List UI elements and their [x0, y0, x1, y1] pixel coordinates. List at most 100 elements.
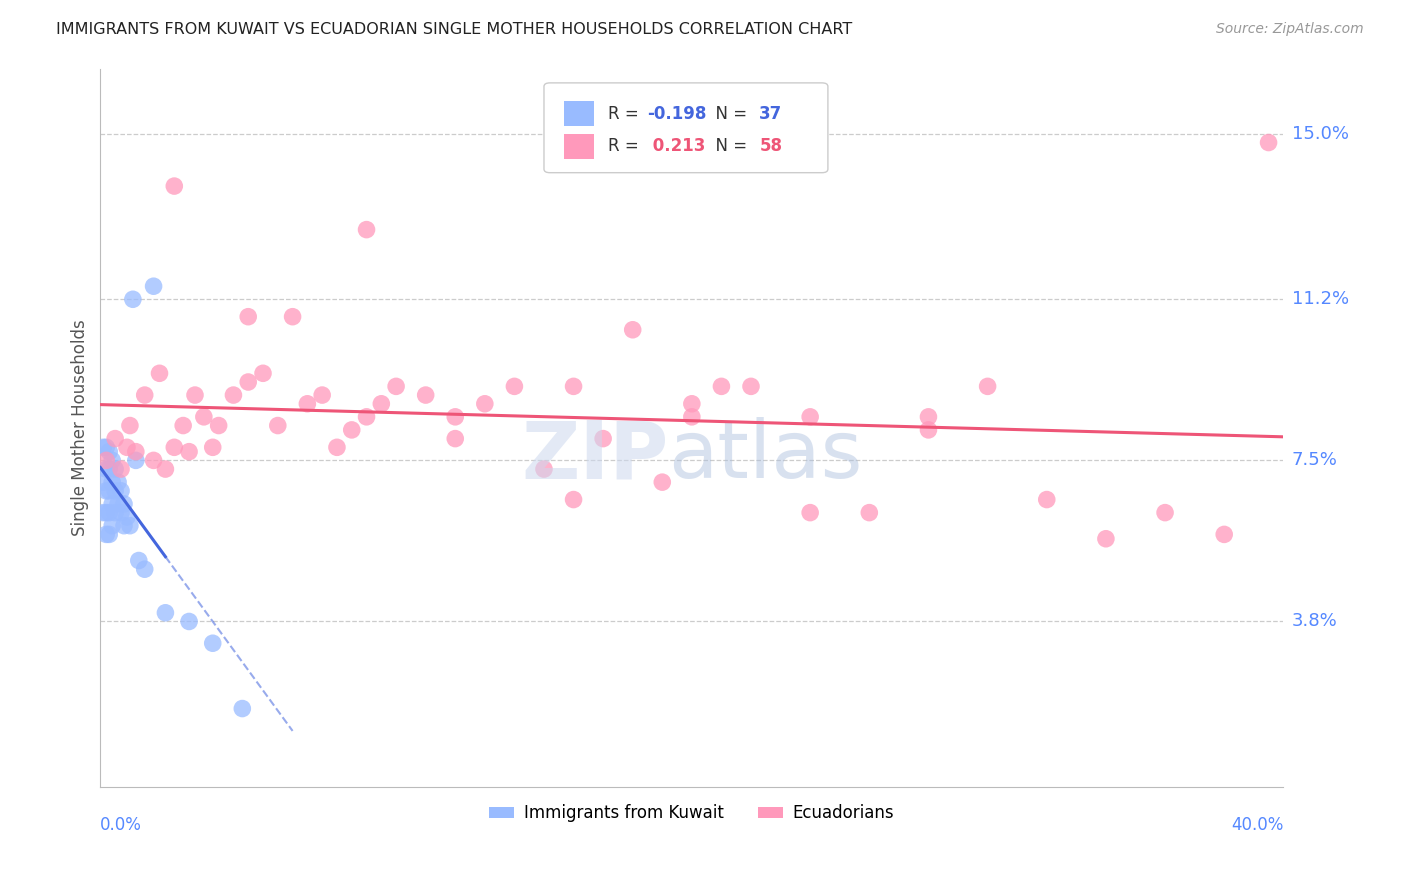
Text: 58: 58	[759, 137, 782, 155]
Point	[148, 366, 170, 380]
Text: 11.2%: 11.2%	[1292, 290, 1348, 309]
Point	[112, 497, 135, 511]
Point	[231, 701, 253, 715]
Point	[142, 279, 165, 293]
Point	[740, 379, 762, 393]
Point	[917, 409, 939, 424]
Point	[101, 497, 124, 511]
Point	[91, 475, 114, 490]
Point	[125, 453, 148, 467]
Point	[356, 409, 378, 424]
Point	[96, 527, 118, 541]
Point	[474, 397, 496, 411]
Point	[184, 388, 207, 402]
Point	[110, 483, 132, 498]
Point	[128, 553, 150, 567]
Point	[163, 179, 186, 194]
Point	[98, 527, 121, 541]
Point	[503, 379, 526, 393]
Point	[533, 462, 555, 476]
Text: atlas: atlas	[668, 417, 862, 495]
Point	[134, 388, 156, 402]
Point	[98, 444, 121, 458]
Point	[107, 497, 129, 511]
Point	[326, 440, 349, 454]
Point	[681, 397, 703, 411]
Text: N =: N =	[704, 104, 752, 123]
Point	[96, 440, 118, 454]
Point	[115, 440, 138, 454]
Point	[134, 562, 156, 576]
Point	[163, 440, 186, 454]
Point	[562, 379, 585, 393]
Point	[238, 375, 260, 389]
Point	[1257, 136, 1279, 150]
Point	[281, 310, 304, 324]
Point	[621, 323, 644, 337]
Point	[177, 615, 200, 629]
Point	[98, 506, 121, 520]
Point	[201, 440, 224, 454]
Point	[201, 636, 224, 650]
Point	[1154, 506, 1177, 520]
Point	[142, 453, 165, 467]
Y-axis label: Single Mother Households: Single Mother Households	[72, 319, 89, 536]
Legend: Immigrants from Kuwait, Ecuadorians: Immigrants from Kuwait, Ecuadorians	[482, 797, 901, 829]
Point	[118, 518, 141, 533]
Point	[107, 475, 129, 490]
Point	[238, 310, 260, 324]
Point	[155, 462, 177, 476]
Point	[858, 506, 880, 520]
Point	[91, 506, 114, 520]
Point	[110, 462, 132, 476]
Bar	[564, 101, 593, 127]
Point	[104, 506, 127, 520]
Point	[96, 506, 118, 520]
Text: N =: N =	[704, 137, 752, 155]
Point	[118, 418, 141, 433]
Point	[311, 388, 333, 402]
Text: 37: 37	[759, 104, 783, 123]
Point	[125, 444, 148, 458]
Text: Source: ZipAtlas.com: Source: ZipAtlas.com	[1216, 22, 1364, 37]
Point	[155, 606, 177, 620]
Point	[267, 418, 290, 433]
Point	[444, 432, 467, 446]
Point	[101, 453, 124, 467]
Point	[96, 483, 118, 498]
Point	[444, 409, 467, 424]
Point	[122, 293, 145, 307]
Point	[96, 462, 118, 476]
FancyBboxPatch shape	[544, 83, 828, 173]
Text: -0.198: -0.198	[647, 104, 706, 123]
Point	[104, 462, 127, 476]
Text: 3.8%: 3.8%	[1292, 613, 1337, 631]
Point	[91, 440, 114, 454]
Text: 15.0%: 15.0%	[1292, 125, 1348, 143]
Point	[340, 423, 363, 437]
Point	[112, 518, 135, 533]
Point	[651, 475, 673, 490]
Point	[110, 506, 132, 520]
Text: 7.5%: 7.5%	[1292, 451, 1337, 469]
Point	[592, 432, 614, 446]
Point	[104, 483, 127, 498]
Text: R =: R =	[607, 104, 644, 123]
Point	[96, 453, 118, 467]
Text: 0.0%: 0.0%	[100, 815, 142, 834]
Point	[799, 506, 821, 520]
Point	[681, 409, 703, 424]
Point	[562, 492, 585, 507]
Point	[370, 397, 392, 411]
Point	[710, 379, 733, 393]
Bar	[564, 134, 593, 159]
Point	[415, 388, 437, 402]
Point	[98, 483, 121, 498]
Point	[172, 418, 194, 433]
Point	[799, 409, 821, 424]
Point	[917, 423, 939, 437]
Point	[356, 222, 378, 236]
Point	[385, 379, 408, 393]
Point	[1035, 492, 1057, 507]
Point	[115, 510, 138, 524]
